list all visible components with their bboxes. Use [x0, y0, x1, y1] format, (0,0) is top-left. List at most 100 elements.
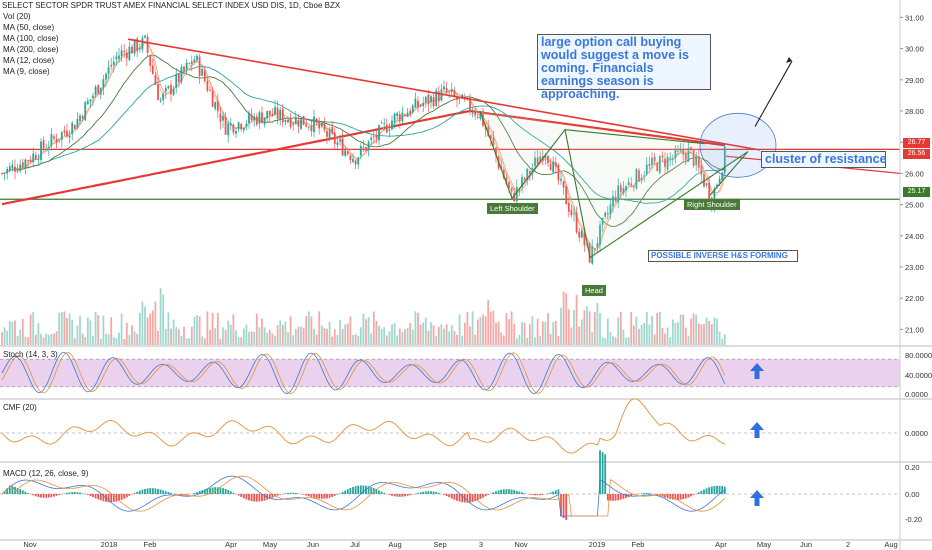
volume-bar — [149, 313, 152, 345]
macd-histogram-bar — [27, 493, 29, 494]
volume-bar — [713, 317, 716, 345]
candle-body — [76, 118, 79, 128]
volume-bar — [172, 319, 175, 345]
macd-histogram-bar — [492, 492, 495, 494]
resistance-cluster-ellipse — [699, 112, 777, 178]
macd-histogram-bar — [622, 494, 625, 499]
macd-histogram-bar — [716, 485, 718, 494]
volume-bar — [469, 326, 471, 345]
macd-histogram-bar — [370, 487, 373, 494]
macd-histogram-bar — [625, 494, 627, 498]
volume-bar — [430, 322, 432, 345]
macd-histogram-bar — [671, 494, 674, 500]
right-shoulder-label[interactable]: Right Shoulder — [684, 199, 740, 210]
macd-histogram-bar — [149, 488, 152, 494]
pattern-annotation[interactable]: POSSIBLE INVERSE H&S FORMING — [648, 250, 798, 262]
candle-body — [289, 117, 292, 128]
volume-bar — [167, 312, 170, 345]
volume-bar — [409, 323, 412, 345]
candle-body — [456, 96, 458, 100]
candle-body — [180, 66, 183, 82]
indicator-legend-ma9[interactable]: MA (9, close) — [3, 67, 50, 76]
candle-body — [344, 150, 347, 156]
cmf-label[interactable]: CMF (20) — [3, 403, 37, 412]
macd-histogram-bar — [89, 494, 92, 496]
macd-histogram-bar — [432, 491, 435, 494]
candle-body — [248, 113, 250, 124]
macd-histogram-bar — [424, 491, 427, 494]
candle-body — [79, 115, 81, 122]
volume-bar — [339, 320, 341, 345]
candle-body — [331, 127, 334, 134]
volume-bars — [1, 288, 726, 345]
indicator-legend-ma200[interactable]: MA (200, close) — [3, 45, 59, 54]
volume-bar — [417, 312, 419, 345]
left-shoulder-label[interactable]: Left Shoulder — [487, 203, 538, 214]
volume-bar — [388, 331, 391, 345]
time-tick-label: Aug — [884, 540, 897, 549]
macd-histogram-bar — [19, 489, 22, 494]
macd-histogram-bar — [253, 494, 256, 502]
macd-histogram-bar — [154, 488, 157, 494]
volume-bar — [16, 335, 19, 345]
candle-body — [601, 217, 604, 225]
time-tick-label: Nov — [23, 540, 37, 549]
option-annotation[interactable]: large option call buying would suggest a… — [537, 34, 711, 101]
candle-body — [164, 87, 167, 92]
candle-body — [60, 132, 63, 140]
candle-body — [313, 116, 315, 133]
candle-body — [401, 112, 404, 122]
volume-bar — [300, 326, 302, 345]
candle-body — [557, 164, 560, 181]
volume-bar — [357, 335, 360, 345]
indicator-legend-ma50[interactable]: MA (50, close) — [3, 23, 55, 32]
macd-histogram-bar — [458, 494, 461, 502]
volume-bar — [656, 312, 659, 345]
macd-label[interactable]: MACD (12, 26, close, 9) — [3, 469, 89, 478]
candle-body — [318, 121, 321, 129]
volume-bar — [500, 332, 503, 345]
candle-body — [154, 75, 157, 86]
volume-bar — [138, 312, 141, 345]
volume-bar — [391, 324, 393, 345]
head-label[interactable]: Head — [582, 285, 606, 296]
macd-histogram-bar — [554, 490, 557, 494]
candle-body — [593, 248, 596, 250]
candle-body — [53, 136, 55, 139]
candle-body — [346, 151, 349, 155]
candle-body — [385, 124, 388, 133]
macd-histogram-bar — [58, 494, 61, 496]
macd-histogram-bar — [349, 488, 352, 494]
candle-body — [372, 136, 375, 138]
macd-histogram-bar — [206, 488, 209, 494]
indicator-legend-ma12[interactable]: MA (12, close) — [3, 56, 55, 65]
volume-bar — [632, 325, 635, 345]
indicator-legend-vol[interactable]: Vol (20) — [3, 12, 31, 21]
macd-histogram-bar — [383, 492, 386, 494]
volume-bar — [183, 326, 185, 345]
candle-body — [528, 171, 531, 175]
volume-bar — [450, 325, 453, 345]
volume-bar — [297, 326, 300, 345]
volume-bar — [528, 324, 531, 345]
volume-bar — [63, 311, 66, 345]
cluster-annotation[interactable]: cluster of resistance — [761, 151, 887, 168]
candle-body — [307, 126, 310, 128]
indicator-legend-ma100[interactable]: MA (100, close) — [3, 34, 59, 43]
macd-histogram-bar — [47, 494, 50, 498]
volume-bar — [55, 331, 58, 345]
candle-body — [118, 55, 120, 59]
ma100-line — [1, 66, 725, 204]
candle-body — [245, 123, 248, 127]
macd-histogram-bar — [258, 494, 261, 502]
volume-bar — [567, 309, 570, 345]
volume-bar — [411, 329, 414, 345]
macd-histogram-bar — [177, 494, 180, 495]
macd-histogram-bar — [705, 488, 708, 494]
macd-histogram-bar — [86, 494, 89, 495]
inverse-hs-outline — [479, 110, 749, 259]
volume-bar — [214, 328, 217, 345]
stoch-label[interactable]: Stoch (14, 3, 3) — [3, 350, 58, 359]
candle-body — [71, 122, 74, 135]
volume-bar — [53, 333, 55, 345]
